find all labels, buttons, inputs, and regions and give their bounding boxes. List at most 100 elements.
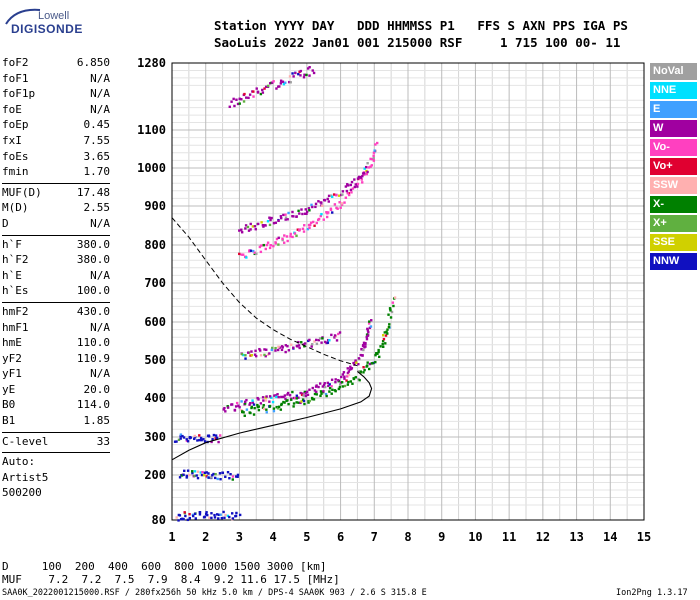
echo-point — [223, 406, 226, 410]
echo-point — [370, 319, 373, 322]
echo-point — [334, 380, 337, 384]
logo-swoosh-icon — [5, 8, 41, 25]
echo-point — [303, 73, 306, 76]
x-tick-label: 14 — [603, 530, 617, 544]
x-tick-label: 1 — [168, 530, 175, 544]
echo-point — [210, 512, 213, 515]
echo-point — [364, 165, 368, 169]
echo-point — [280, 216, 283, 220]
echo-point — [265, 243, 269, 247]
echo-point — [279, 215, 283, 218]
echo-point — [311, 343, 314, 346]
echo-point — [308, 74, 311, 77]
echo-point — [327, 194, 331, 198]
param-label: D — [2, 216, 9, 230]
param-value: N/A — [90, 216, 110, 230]
echo-point — [291, 235, 294, 239]
echo-point — [295, 401, 298, 404]
echo-point — [175, 516, 178, 519]
echo-point — [335, 339, 339, 342]
echo-point — [263, 224, 266, 227]
electron-density-profile — [171, 370, 373, 461]
param-value: N/A — [90, 102, 110, 116]
echo-point — [270, 348, 274, 352]
echo-point — [324, 385, 327, 389]
echo-point — [292, 405, 295, 408]
echo-point — [298, 228, 301, 231]
echo-point — [362, 341, 366, 345]
echo-point — [351, 187, 355, 190]
echo-point — [346, 375, 349, 378]
param-label: M(D) — [2, 201, 29, 215]
echo-point — [248, 249, 251, 252]
echo-point — [303, 224, 306, 227]
echo-point — [179, 517, 183, 521]
echo-point — [207, 472, 210, 475]
echo-point — [314, 205, 317, 209]
param-label: h`F2 — [2, 253, 29, 267]
logo-lowell: Lowell — [38, 10, 70, 22]
echo-point — [296, 345, 299, 348]
echo-point — [319, 214, 322, 218]
echo-point — [333, 334, 337, 337]
echo-point — [245, 256, 248, 259]
echo-point — [304, 208, 307, 211]
echo-point — [279, 82, 283, 85]
echo-point — [179, 434, 182, 438]
y-tick-label: 300 — [144, 430, 166, 444]
echo-point — [300, 400, 303, 403]
param-row: h`F2 380.0 — [2, 253, 110, 269]
param-row: foEp 0.45 — [2, 118, 110, 134]
x-tick-label: 11 — [502, 530, 516, 544]
echo-point — [320, 341, 323, 344]
echo-point — [180, 474, 184, 477]
echo-point — [330, 378, 334, 381]
echo-point — [240, 352, 244, 356]
echo-point — [252, 90, 255, 93]
echo-point — [361, 181, 364, 184]
echo-point — [360, 347, 363, 351]
echo-point — [365, 172, 369, 176]
x-tick-label: 9 — [438, 530, 445, 544]
legend-item: Vo- — [650, 139, 697, 156]
echo-point — [262, 407, 266, 411]
echo-point — [307, 401, 310, 404]
echo-point — [268, 400, 271, 403]
echo-point — [256, 91, 260, 94]
echo-point — [374, 143, 377, 146]
echo-point — [354, 376, 357, 379]
echo-point — [258, 245, 262, 249]
echo-point — [238, 513, 242, 517]
header-line-1: Station YYYY DAY DDD HHMMSS P1 FFS S AXN… — [214, 18, 628, 33]
echo-point — [237, 404, 240, 407]
echo-point — [210, 516, 213, 520]
echo-point — [205, 511, 208, 514]
echo-point — [366, 170, 369, 174]
echo-point — [286, 393, 289, 396]
echo-point — [264, 354, 267, 358]
echo-point — [212, 433, 216, 437]
echo-point — [308, 388, 311, 391]
echo-point — [326, 341, 330, 344]
echo-point — [213, 516, 217, 519]
echo-point — [211, 474, 214, 477]
echo-point — [281, 238, 284, 242]
echo-point — [214, 437, 217, 440]
echo-point — [325, 394, 328, 398]
echo-point — [306, 67, 310, 70]
echo-point — [265, 411, 268, 414]
echo-point — [333, 336, 336, 339]
echo-point — [279, 408, 283, 411]
echo-point — [233, 104, 236, 108]
echo-point — [328, 390, 331, 393]
echo-point — [291, 390, 294, 394]
echo-point — [381, 334, 385, 337]
echo-point — [226, 406, 230, 409]
echo-point — [238, 97, 241, 101]
echo-point — [249, 354, 252, 357]
echo-point — [303, 402, 306, 406]
echo-point — [367, 322, 371, 325]
echo-point — [281, 346, 284, 349]
echo-point — [302, 76, 306, 79]
